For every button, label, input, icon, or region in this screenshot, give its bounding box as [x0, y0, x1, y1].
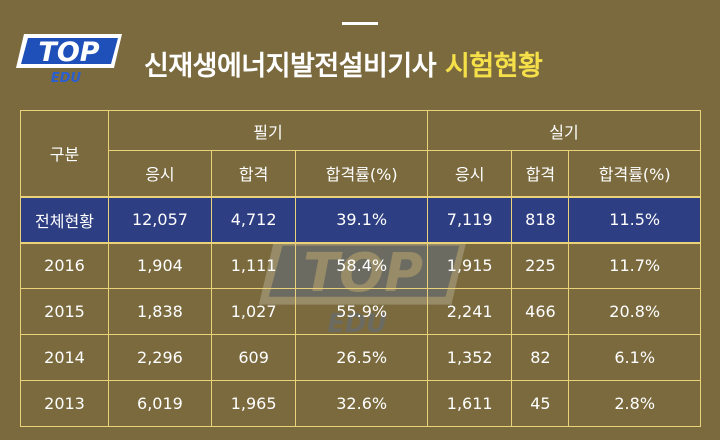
table-cell: 1,965 [210, 380, 297, 427]
group-header-practical: 실기 [426, 110, 702, 151]
table-cell: 7,119 [426, 195, 513, 244]
table-header-row-1: 구분 필기 실기 [20, 110, 702, 197]
top-divider [342, 22, 378, 25]
table-cell: 39.1% [295, 195, 428, 244]
row-label: 2014 [20, 334, 109, 381]
table-row: 2015 1,838 1,027 55.9% 2,241 466 20.8% [20, 288, 701, 335]
table-cell: 2,296 [108, 334, 212, 381]
page-title: 신재생에너지발전설비기사 시험현황 [144, 44, 543, 83]
row-label: 2013 [20, 380, 109, 427]
group-header-written: 필기 [108, 110, 428, 151]
table-cell: 6.1% [568, 334, 701, 381]
subheader-cell: 합격 [511, 150, 570, 197]
table-cell: 225 [511, 242, 570, 289]
row-label: 2015 [20, 288, 109, 335]
subheader-cell: 합격 [210, 150, 297, 197]
table-cell: 11.5% [568, 195, 701, 244]
table-cell: 1,838 [108, 288, 212, 335]
table-cell: 82 [511, 334, 570, 381]
corner-header: 구분 [20, 110, 109, 197]
table-cell: 32.6% [295, 380, 428, 427]
table-cell: 609 [210, 334, 297, 381]
subheader-cell: 합격률(%) [568, 150, 701, 197]
table-cell: 1,611 [426, 380, 513, 427]
row-label: 2016 [20, 242, 109, 289]
table-cell: 1,352 [426, 334, 513, 381]
subheader-cell: 합격률(%) [295, 150, 428, 197]
table-cell: 1,027 [210, 288, 297, 335]
table-cell: 12,057 [108, 195, 212, 244]
exam-status-table: 구분 필기 실기 응시 합격 합격률(%) 응시 합격 합격률(%) 전체현황 … [20, 110, 702, 427]
table-cell: 1,915 [426, 242, 513, 289]
table-cell: 45 [511, 380, 570, 427]
table-cell: 1,111 [210, 242, 297, 289]
table-cell: 1,904 [108, 242, 212, 289]
table-cell: 55.9% [295, 288, 428, 335]
table-cell: 11.7% [568, 242, 701, 289]
logo-sub-text: EDU [51, 71, 82, 86]
table-cell: 20.8% [568, 288, 701, 335]
table-cell: 2.8% [568, 380, 701, 427]
table-cell: 818 [511, 195, 570, 244]
table-row: 2013 6,019 1,965 32.6% 1,611 45 2.8% [20, 380, 701, 427]
total-row: 전체현황 12,057 4,712 39.1% 7,119 818 11.5% [20, 195, 701, 244]
table-cell: 466 [511, 288, 570, 335]
table-cell: 4,712 [210, 195, 297, 244]
title-main: 신재생에너지발전설비기사 [144, 51, 437, 82]
logo-main-text: TOP [38, 37, 99, 68]
table-header-row-2: 응시 합격 합격률(%) 응시 합격 합격률(%) [21, 150, 701, 197]
table-cell: 26.5% [295, 334, 428, 381]
table-cell: 6,019 [108, 380, 212, 427]
title-highlight: 시험현황 [445, 51, 543, 82]
table-cell: 58.4% [295, 242, 428, 289]
subheader-cell: 응시 [108, 150, 212, 197]
row-label: 전체현황 [20, 195, 109, 244]
table-cell: 2,241 [426, 288, 513, 335]
table-row: 2014 2,296 609 26.5% 1,352 82 6.1% [20, 334, 701, 381]
subheader-cell: 응시 [426, 150, 513, 197]
table-row: 2016 1,904 1,111 58.4% 1,915 225 11.7% [20, 242, 701, 289]
top-edu-logo: TOP EDU [16, 34, 122, 86]
